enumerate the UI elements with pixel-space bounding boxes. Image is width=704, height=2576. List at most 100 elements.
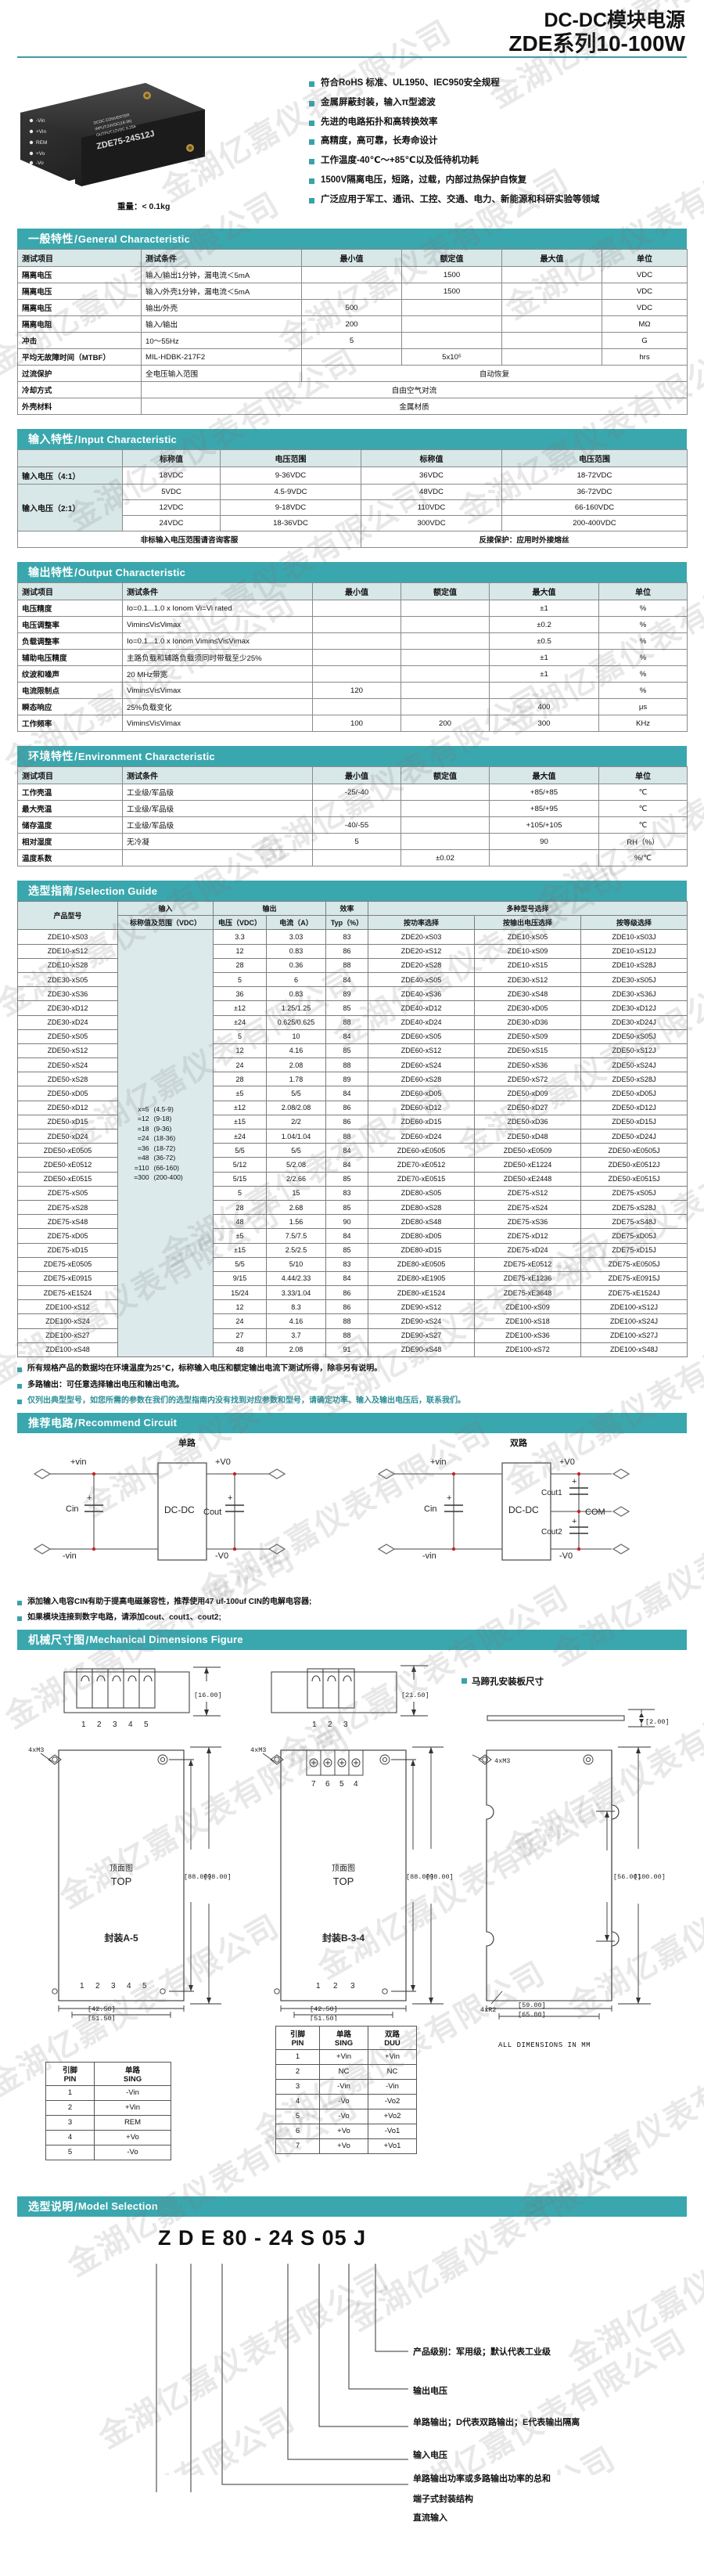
cell-nom — [400, 616, 490, 633]
cell-model: ZDE50-xD12 — [17, 1100, 118, 1115]
table-row: ZDE75-xE0915 9/15 4.44/2.33 84 ZDE80-xE1905 Z… — [17, 1270, 688, 1287]
svg-text:1: 1 — [80, 1982, 84, 1991]
table-row: ZDE100-xS48 48 2.08 91 ZDE90-xS48 ZDE100-xS72… — [17, 1342, 688, 1358]
pin-number: 1 — [275, 2048, 320, 2065]
cell-by-power: ZDE80-xD15 — [368, 1242, 476, 1258]
section-header-mechanical: 机械尺寸图 / Mechanical Dimensions Figure — [17, 1629, 687, 1650]
cell-out-voltage: 12 — [213, 943, 267, 959]
cell-unit: RH（%） — [598, 833, 688, 850]
svg-text:1: 1 — [81, 1720, 86, 1729]
cell-model: ZDE75-xD05 — [17, 1228, 118, 1244]
table-row: ZDE100-xS27 27 3.7 88 ZDE90-xS27 ZDE100-xS36 Z… — [17, 1328, 688, 1343]
mounting-plate-thickness-view: [2.00] — [487, 1709, 670, 1727]
cell-condition — [122, 849, 313, 866]
cell-unit: VDC — [602, 283, 688, 300]
pin-col-head: 引脚 PIN — [45, 2061, 95, 2086]
section-header-output: 输出特性 / Output Characteristic — [17, 562, 687, 582]
svg-text:5: 5 — [339, 1780, 344, 1789]
section-title-en: Model Selection — [77, 2200, 158, 2212]
mechanical-drawings: 马蹄孔安装板尺寸 [16.00] — [17, 1655, 687, 2062]
cell-max: +85/+95 — [489, 800, 599, 817]
table-row: ZDE50-xE0512 5/12 5/2.08 84 ZDE70-xE0512 ZDE5… — [17, 1157, 688, 1173]
cell-typ: 84 — [325, 1143, 369, 1158]
pin-function: REM — [94, 2114, 171, 2131]
cell-by-grade: ZDE75-xD15J — [580, 1242, 688, 1258]
table-row: 冲击 10～55Hz 5 G — [17, 332, 688, 349]
cell-by-voltage: ZDE100-xS72 — [474, 1342, 582, 1358]
section-header-input: 输入特性 / Input Characteristic — [17, 429, 687, 449]
cell-nom — [400, 600, 490, 617]
cell-typ: 85 — [325, 1000, 369, 1016]
circuit-single-title: 单路 — [178, 1438, 196, 1448]
bullet-icon — [309, 81, 314, 87]
svg-text:[51.50]: [51.50] — [310, 2015, 338, 2021]
cell-out-voltage: 5 — [213, 1029, 267, 1044]
circuit-notes: 添加输入电容CIN有助于提高电磁兼容性，推荐使用47 uf-100uf CIN的… — [17, 1598, 687, 1623]
cell-by-voltage: ZDE50-xS72 — [474, 1072, 582, 1087]
cell-by-voltage: ZDE10-xS05 — [474, 929, 582, 945]
footer-note-left: 非标输入电压范围请咨询客服 — [17, 531, 361, 548]
cell-condition: 输入/输出 — [141, 315, 302, 333]
cell-out-current: 0.36 — [265, 957, 327, 973]
section-sep: / — [85, 1633, 89, 1646]
table-row: ZDE75-xD05 ±5 7.5/7.5 84 ZDE80-xD05 ZDE75-xD1… — [17, 1228, 688, 1244]
cell-model: ZDE50-xD15 — [17, 1114, 118, 1130]
all-dimensions-note: ALL DIMENSIONS IN MM — [498, 2041, 591, 2049]
cell-by-voltage: ZDE100-xS09 — [474, 1299, 582, 1315]
pin-function: +Vin — [94, 2099, 171, 2116]
top-view-package-a: 4xM3 [88.00] [98.00] 顶面图 TOP 封装A-5 1 2 3 4… — [28, 1746, 232, 2021]
table-row: 过流保护 全电压输入范围 自动恢复 — [17, 365, 688, 382]
section-title-cn: 选型说明 — [28, 2200, 74, 2213]
col-condition: 测试条件 — [122, 582, 313, 600]
svg-text:[21.50]: [21.50] — [401, 1692, 429, 1699]
col-max: 最大值 — [489, 582, 599, 600]
cell-out-voltage: ±15 — [213, 1114, 267, 1130]
pin-row: 4 +Vo — [45, 2129, 171, 2145]
table-row: 冷却方式 自由空气对流 — [17, 381, 688, 398]
cell-out-current: 1.56 — [265, 1214, 327, 1230]
pin-head-en: DUU — [384, 2038, 400, 2048]
table-row: 电流限制点 Vimin≤Vi≤Vimax 120% — [17, 682, 688, 699]
cell-item: 平均无故障时间（MTBF） — [17, 348, 142, 366]
col-min: 最小值 — [301, 249, 402, 267]
table-footer-row: 非标输入电压范围请咨询客服 反接保护：应用时外接熔丝 — [17, 531, 688, 548]
cell-max — [501, 266, 602, 283]
cell-model: ZDE50-xS24 — [17, 1057, 118, 1073]
section-sep: / — [74, 433, 77, 445]
feature-item: 先进的电路拓扑和高转换效率 — [309, 117, 600, 128]
cell-unit: %/℃ — [598, 849, 688, 866]
bullet-icon — [309, 120, 314, 126]
table-row: ZDE30-xD12 ±12 1.25/1.25 85 ZDE40-xD12 ZDE30-… — [17, 1000, 688, 1016]
cell-out-current: 0.83 — [265, 986, 327, 1002]
cell-item: 最大壳温 — [17, 800, 123, 817]
cell-out-voltage: ±5 — [213, 1228, 267, 1244]
cell-min: -40/-55 — [312, 816, 401, 834]
cell-by-grade: ZDE30-xS36J — [580, 986, 688, 1002]
cell-condition: 工业级/军品级 — [122, 816, 313, 834]
cell-by-voltage: ZDE75-xE1236 — [474, 1270, 582, 1287]
cell-typ: 86 — [325, 1299, 369, 1315]
cell-out-voltage: 5/15 — [213, 1171, 267, 1187]
cell-out-current: 5/5 — [265, 1143, 327, 1158]
cell-item: 温度系数 — [17, 849, 123, 866]
mounting-plate-top-view: 4xM3 4xR2 [56.00] [100.00] [59.00] [65.0… — [472, 1746, 666, 2019]
cell-out-voltage: 28 — [213, 1072, 267, 1087]
selection-note: 所有规格产品的数据均在环境温度为25℃，标称输入电压和额定输出电流下测试所得，除… — [17, 1364, 687, 1374]
cell-unit: MΩ — [602, 315, 688, 333]
cell-by-power: ZDE60-xS28 — [368, 1072, 476, 1087]
table-row: 工作壳温 工业级/军品级 -25/-40 +85/+85 ℃ — [17, 784, 688, 801]
bullet-icon — [309, 100, 314, 106]
table-header-row: 测试项目 测试条件 最小值 额定值 最大值 单位 — [17, 766, 688, 784]
col-group-input: 输入 — [117, 900, 214, 917]
cell-nom — [400, 649, 490, 666]
row-label-4to1: 输入电压（4:1） — [17, 467, 123, 485]
cell-typ: 86 — [325, 1100, 369, 1115]
cell-model: ZDE10-xS12 — [17, 943, 118, 959]
svg-text:4xR2: 4xR2 — [480, 2006, 496, 2014]
cell-max: +85/+85 — [489, 784, 599, 801]
table-header-row: 测试项目 测试条件 最小值 额定值 最大值 单位 — [17, 582, 688, 600]
cell-by-power: ZDE60-xD05 — [368, 1086, 476, 1101]
cell-by-grade: ZDE50-xS12J — [580, 1043, 688, 1059]
table-row: ZDE30-xS05 5 6 84 ZDE40-xS05 ZDE30-xS12 ZDE30-… — [17, 971, 688, 988]
svg-text:[98.00]: [98.00] — [203, 1873, 232, 1881]
